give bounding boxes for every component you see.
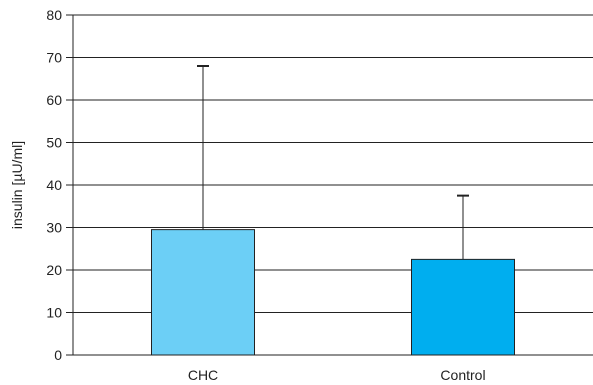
y-tick-label: 50 bbox=[46, 135, 62, 151]
bars bbox=[151, 229, 515, 356]
bar-chc bbox=[151, 229, 255, 356]
y-tick-label: 70 bbox=[46, 50, 62, 66]
y-tick-label: 20 bbox=[46, 262, 62, 278]
y-axis-label: insulin [µU/ml] bbox=[9, 141, 25, 229]
x-tick-label: CHC bbox=[188, 367, 218, 383]
y-tick-label: 40 bbox=[46, 177, 62, 193]
error-bars bbox=[197, 65, 469, 260]
x-tick-label: Control bbox=[440, 367, 485, 383]
y-axis: 0 10 20 30 40 50 60 70 80 bbox=[46, 7, 74, 363]
y-tick-label: 10 bbox=[46, 305, 62, 321]
y-tick-label: 30 bbox=[46, 220, 62, 236]
y-tick-label: 80 bbox=[46, 7, 62, 23]
x-axis: CHC Control bbox=[73, 354, 593, 383]
bar-control bbox=[411, 258, 515, 356]
y-tick-label: 0 bbox=[54, 347, 62, 363]
y-tick-label: 60 bbox=[46, 92, 62, 108]
